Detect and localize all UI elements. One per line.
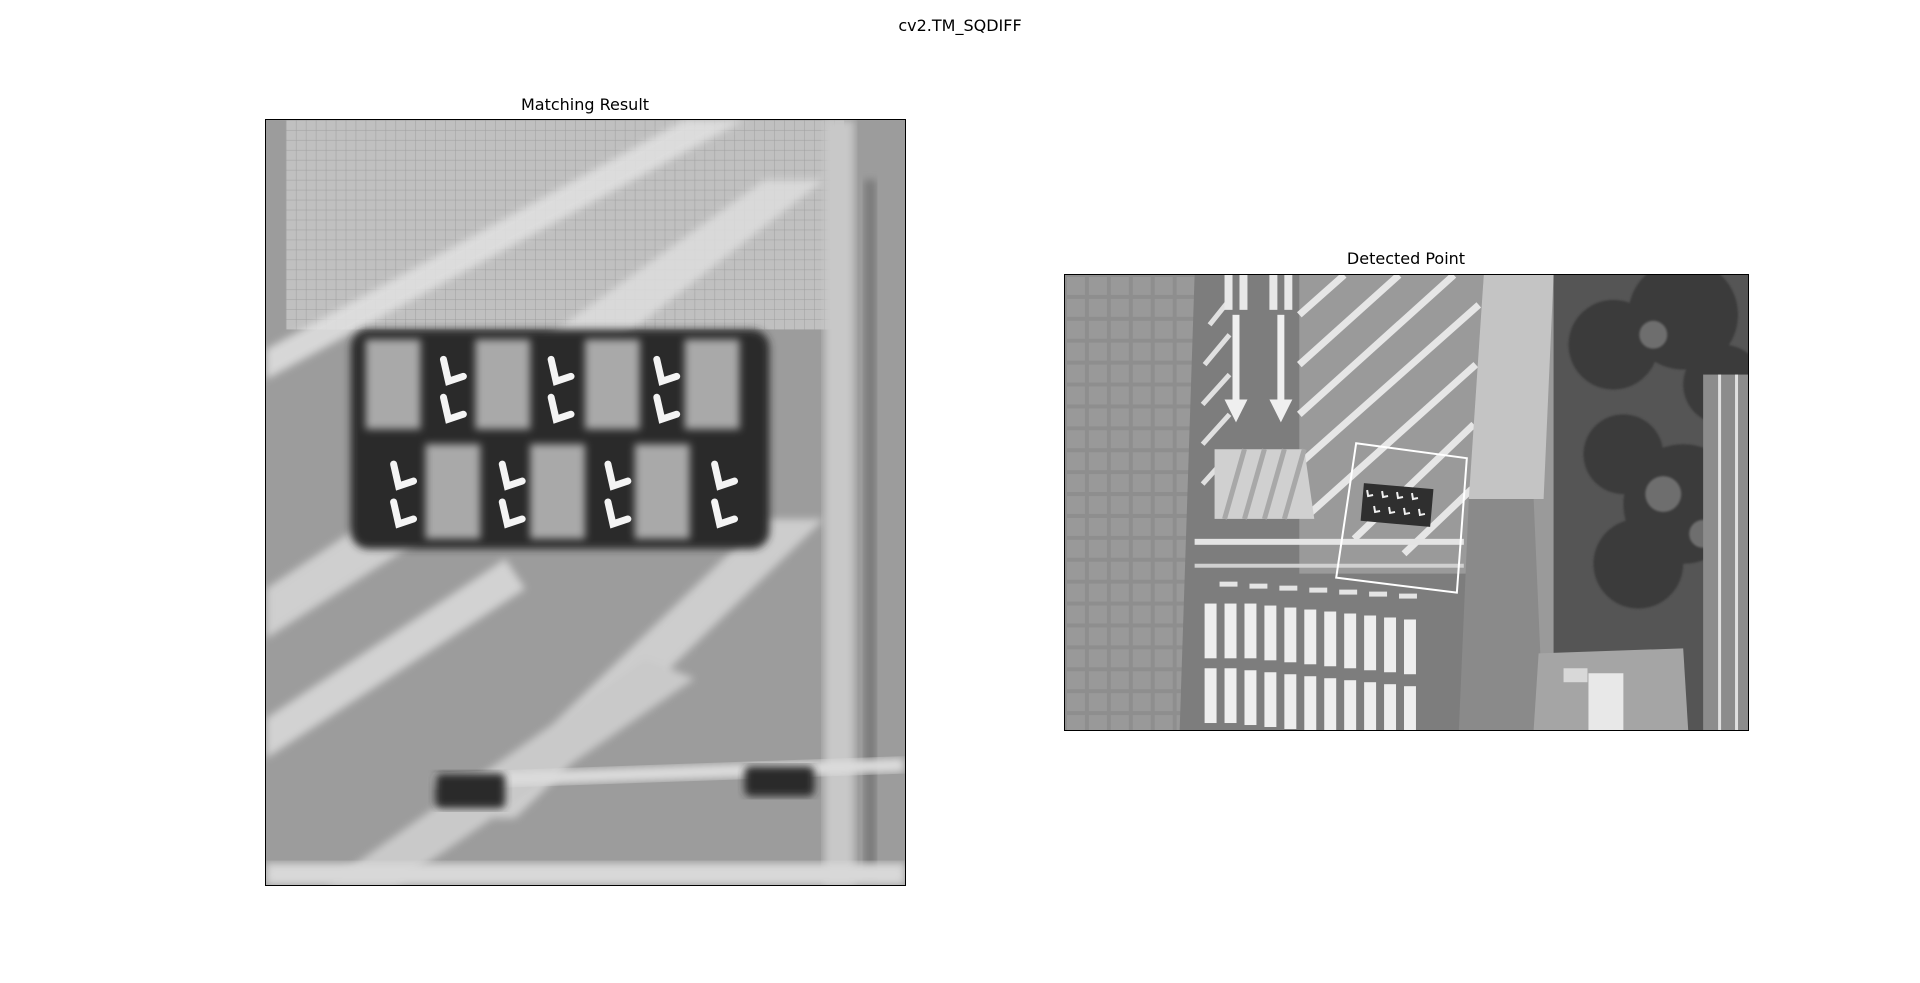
matching-result-image	[265, 119, 906, 886]
detection-box	[1335, 442, 1468, 594]
matching-result-title: Matching Result	[520, 95, 650, 114]
matching-result-graphic	[266, 120, 905, 885]
figure-title: cv2.TM_SQDIFF	[898, 16, 1022, 35]
detected-point-graphic	[1065, 275, 1748, 730]
detected-point-image	[1064, 274, 1749, 731]
detected-point-title: Detected Point	[1346, 249, 1466, 268]
